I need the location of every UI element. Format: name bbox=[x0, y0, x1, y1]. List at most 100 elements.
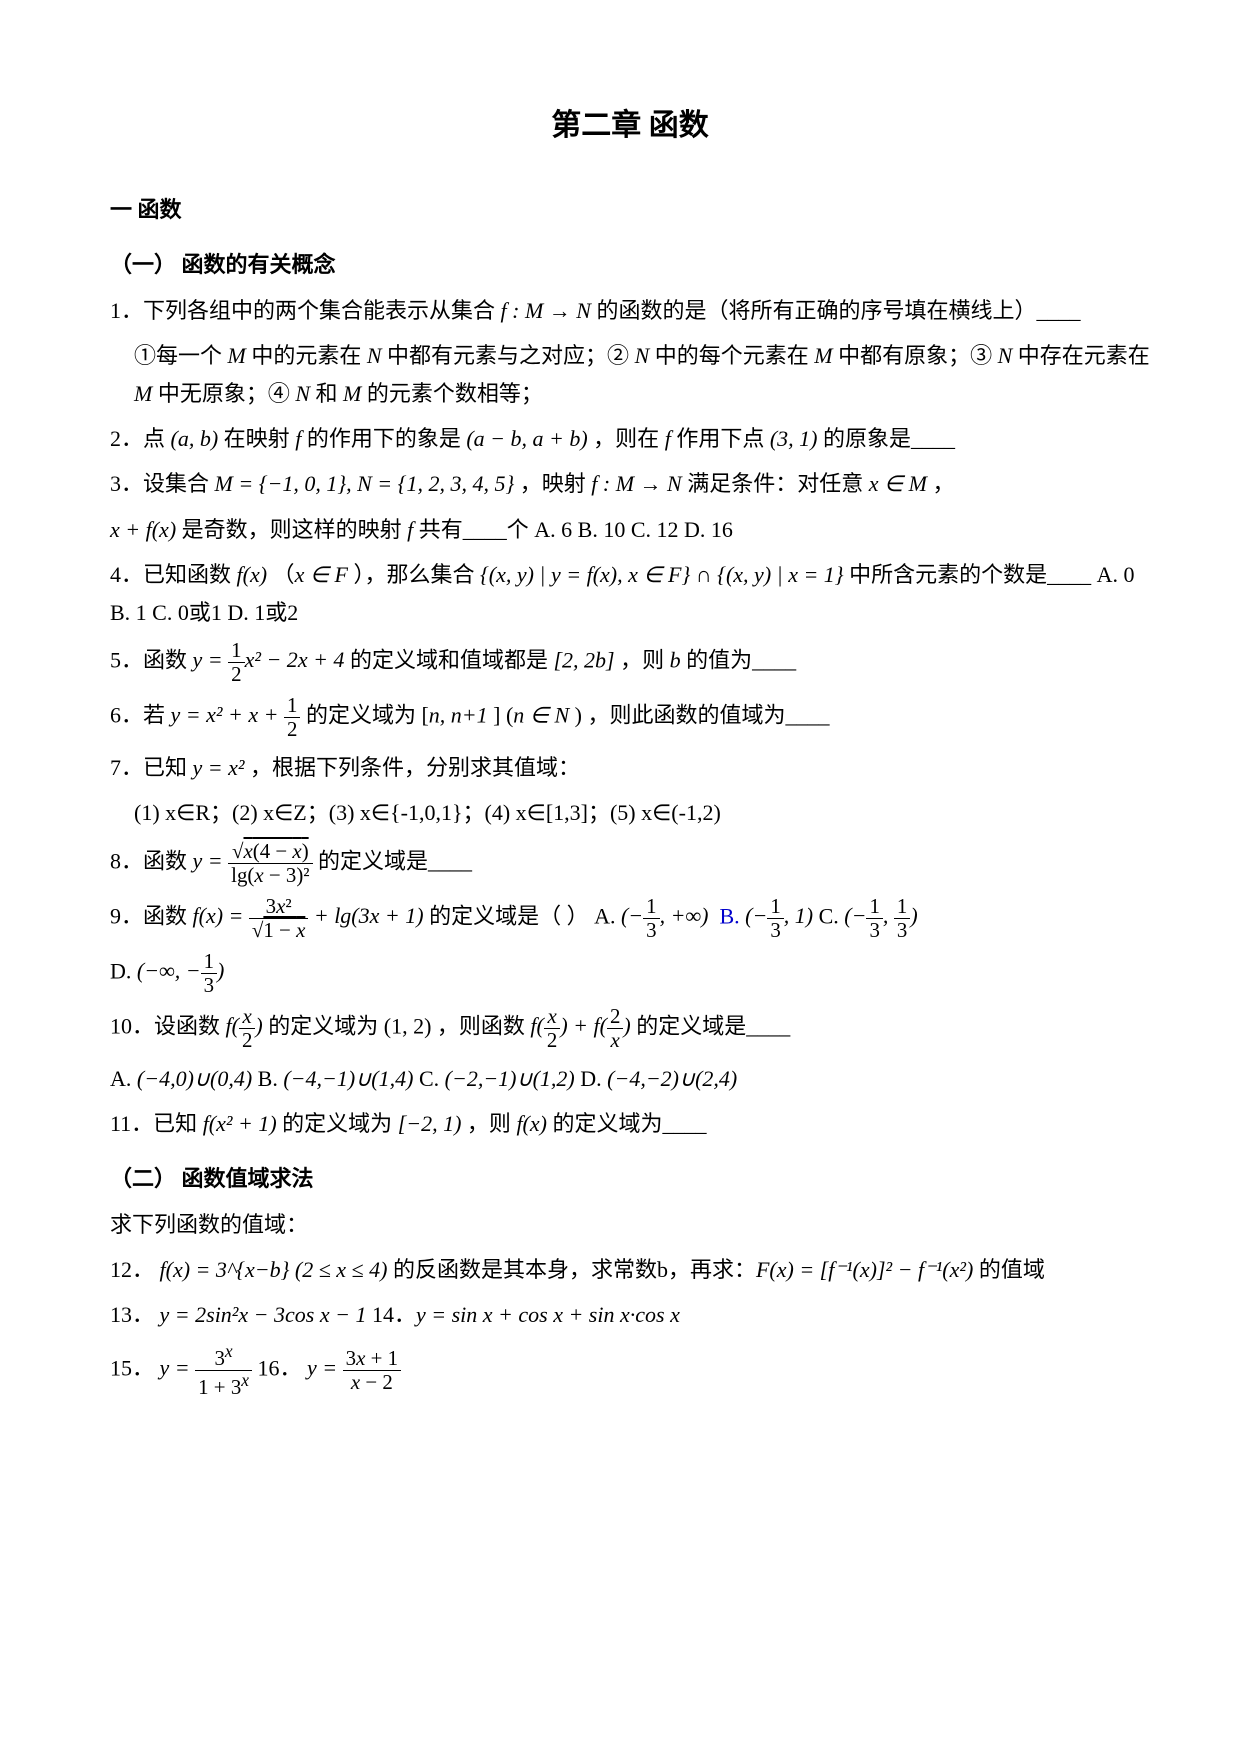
q13a: 13． bbox=[110, 1302, 160, 1327]
f-ninN: n ∈ N bbox=[513, 702, 569, 727]
f-i2b: [2, 2b] bbox=[553, 647, 614, 672]
q1-opt1a: ①每一个 bbox=[134, 343, 228, 368]
q1-N3: N bbox=[998, 343, 1013, 368]
q3c: 满足条件：对任意 bbox=[687, 471, 869, 496]
q8b: 的定义域是____ bbox=[318, 848, 472, 873]
q1-opt1h: 和 bbox=[316, 381, 344, 406]
q10d: A. bbox=[110, 1066, 137, 1091]
q12c: 的值域 bbox=[979, 1257, 1045, 1282]
question-2: 2．点 (a, b) 在映射 f 的作用下的象是 (a − b, a + b) … bbox=[110, 420, 1150, 457]
f-f3: f bbox=[407, 517, 413, 542]
question-10: 10．设函数 f(x2) 的定义域为 (1, 2) ，则函数 f(x2) + f… bbox=[110, 1005, 1150, 1052]
q4a: 4．已知函数 bbox=[110, 562, 237, 587]
q1-N1: N bbox=[367, 343, 382, 368]
section-head-1: 一 函数 bbox=[110, 191, 1150, 228]
q3f: 共有____个 A. 6 B. 10 C. 12 D. 16 bbox=[419, 517, 733, 542]
q15a: 15． bbox=[110, 1355, 160, 1380]
q1-opt1i: 的元素个数相等； bbox=[367, 381, 543, 406]
f-optD: (−4,−2)∪(2,4) bbox=[607, 1066, 737, 1091]
f-q8: y = √x(4 − x)lg(x − 3)² bbox=[193, 848, 313, 873]
q6c: ] ( bbox=[493, 702, 513, 727]
f-F12: F(x) = [f⁻¹(x)]² − f⁻¹(x²) bbox=[756, 1257, 973, 1282]
doc-title: 第二章 函数 bbox=[110, 100, 1150, 151]
f-ab: (a, b) bbox=[171, 426, 219, 451]
subsection-2: （二） 函数值域求法 bbox=[110, 1160, 1150, 1197]
q2d: ，则在 bbox=[593, 426, 665, 451]
q11d: 的定义域为____ bbox=[552, 1111, 706, 1136]
f-fMN2: f : M → N bbox=[591, 471, 681, 496]
f-y16: y = 3x + 1x − 2 bbox=[307, 1355, 401, 1380]
q10e: B. bbox=[258, 1066, 284, 1091]
f-y15: y = 3x1 + 3x bbox=[160, 1355, 252, 1380]
f-nn1: n, n+1 bbox=[429, 702, 488, 727]
q10g: D. bbox=[580, 1066, 607, 1091]
question-15-16: 15． y = 3x1 + 3x 16． y = 3x + 1x − 2 bbox=[110, 1342, 1150, 1399]
q5c: ，则 bbox=[620, 647, 670, 672]
q1-opt1e: 中都有原象；③ bbox=[838, 343, 998, 368]
q7-sub: (1) x∈R；(2) x∈Z；(3) x∈{-1,0,1}；(4) x∈[1,… bbox=[134, 794, 1150, 831]
q6b: 的定义域为 [ bbox=[306, 702, 429, 727]
q3b: ，映射 bbox=[520, 471, 592, 496]
question-9: 9．函数 f(x) = 3x²√1 − x + lg(3x + 1) 的定义域是… bbox=[110, 895, 1150, 942]
q3e: 是奇数，则这样的映射 bbox=[182, 517, 408, 542]
f-fx: f(x) bbox=[237, 562, 268, 587]
q2c: 的作用下的象是 bbox=[307, 426, 467, 451]
question-11: 11．已知 f(x² + 1) 的定义域为 [−2, 1) ，则 f(x) 的定… bbox=[110, 1105, 1150, 1142]
q11c: ，则 bbox=[467, 1111, 517, 1136]
f-setMN: M = {−1, 0, 1}, N = {1, 2, 3, 4, 5} bbox=[215, 471, 515, 496]
f-abmap: (a − b, a + b) bbox=[466, 426, 587, 451]
f-setinter: {(x, y) | y = f(x), x ∈ F} ∩ {(x, y) | x… bbox=[480, 562, 844, 587]
info-line: 求下列函数的值域： bbox=[110, 1206, 1150, 1243]
question-6: 6．若 y = x² + x + 12 的定义域为 [n, n+1 ] (n ∈… bbox=[110, 694, 1150, 741]
question-1: 1．下列各组中的两个集合能表示从集合 f : M → N 的函数的是（将所有正确… bbox=[110, 292, 1150, 329]
q7a: 7．已知 bbox=[110, 755, 193, 780]
q3a: 3．设集合 bbox=[110, 471, 215, 496]
f-31: (3, 1) bbox=[770, 426, 818, 451]
q1-M1: M bbox=[228, 343, 246, 368]
q1-opt1c: 中都有元素与之对应；② bbox=[387, 343, 635, 368]
question-8: 8．函数 y = √x(4 − x)lg(x − 3)² 的定义域是____ bbox=[110, 840, 1150, 887]
f-y14: y = sin x + cos x + sin x·cos x bbox=[416, 1302, 680, 1327]
question-13-14: 13． y = 2sin²x − 3cos x − 1 14．y = sin x… bbox=[110, 1296, 1150, 1333]
q9c: C. bbox=[819, 903, 845, 928]
f-m21: [−2, 1) bbox=[398, 1111, 462, 1136]
f-yx2: y = x² bbox=[193, 755, 245, 780]
q1-opt1g: 中无原象；④ bbox=[158, 381, 296, 406]
q9a: 9．函数 bbox=[110, 903, 193, 928]
q15b: 16． bbox=[258, 1355, 302, 1380]
q13b: 14． bbox=[372, 1302, 416, 1327]
q9b: 的定义域是（ ） A. bbox=[429, 903, 621, 928]
q1-M2: M bbox=[814, 343, 832, 368]
q4b: （ bbox=[273, 562, 295, 587]
f-domA: (−13, +∞) bbox=[621, 903, 708, 928]
q1-lead: 1．下列各组中的两个集合能表示从集合 bbox=[110, 298, 501, 323]
f-xpfx: x + f(x) bbox=[110, 517, 176, 542]
f-optB: (−4,−1)∪(1,4) bbox=[283, 1066, 413, 1091]
q3d: ， bbox=[933, 471, 955, 496]
q5a: 5．函数 bbox=[110, 647, 193, 672]
q2e: 作用下点 bbox=[676, 426, 770, 451]
subsection-1: （一） 函数的有关概念 bbox=[110, 246, 1150, 283]
q10c: 的定义域是____ bbox=[636, 1013, 790, 1038]
q10f: C. bbox=[419, 1066, 445, 1091]
f-xinF: x ∈ F bbox=[295, 562, 348, 587]
q1-opt1f: 中存在元素在 bbox=[1018, 343, 1150, 368]
q10a: 10．设函数 bbox=[110, 1013, 226, 1038]
q8a: 8．函数 bbox=[110, 848, 193, 873]
f-f1: f bbox=[295, 426, 301, 451]
f-domB: (−13, 1) bbox=[745, 903, 813, 928]
f-q6: y = x² + x + 12 bbox=[171, 702, 301, 727]
q9d: D. bbox=[110, 958, 137, 983]
question-9d: D. (−∞, −13) bbox=[110, 950, 1150, 997]
q6d: ) ，则此函数的值域为____ bbox=[575, 702, 830, 727]
q1-mid: 的函数的是（将所有正确的序号填在横线上）____ bbox=[596, 298, 1080, 323]
q12b: 的反函数是其本身，求常数b，再求： bbox=[393, 1257, 756, 1282]
f-domD: (−∞, −13) bbox=[137, 958, 224, 983]
formula-fMN: f : M → N bbox=[501, 298, 591, 323]
q2b: 在映射 bbox=[224, 426, 296, 451]
q1-M3: M bbox=[134, 381, 152, 406]
q1-opt1d: 中的每个元素在 bbox=[655, 343, 815, 368]
f-12: f(x) = 3^{x−b} (2 ≤ x ≤ 4) bbox=[160, 1257, 388, 1282]
question-3b: x + f(x) 是奇数，则这样的映射 f 共有____个 A. 6 B. 10… bbox=[110, 511, 1150, 548]
q1-N4: N bbox=[295, 381, 310, 406]
